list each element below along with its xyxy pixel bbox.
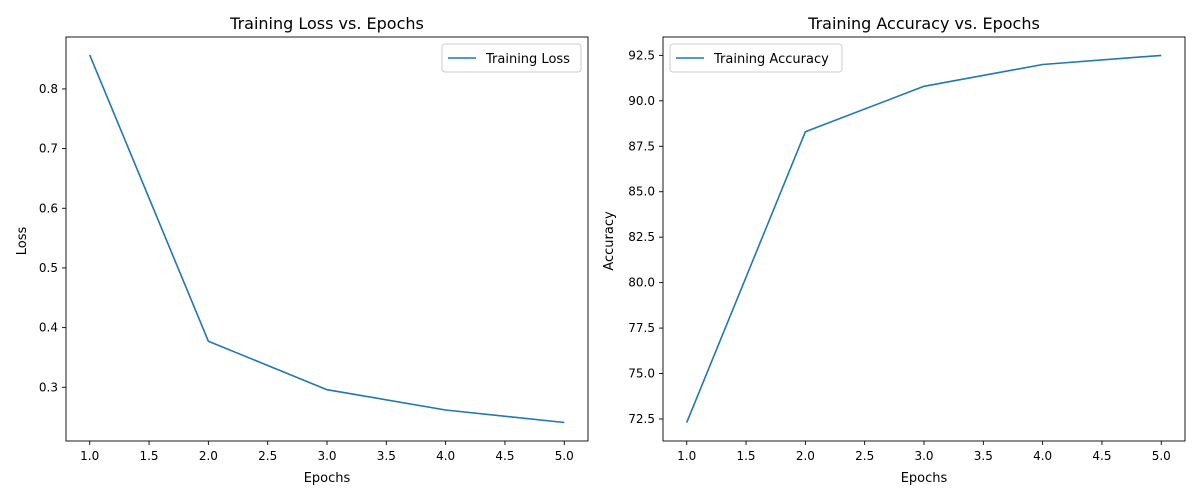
accuracy-x-tick-label: 1.0 — [677, 449, 696, 463]
loss-y-tick-label: 0.4 — [39, 321, 58, 335]
accuracy-y-tick-label: 77.5 — [628, 321, 655, 335]
loss-chart: Training Loss vs. Epochs Epochs Loss 1.0… — [15, 14, 589, 486]
loss-y-tick-label: 0.8 — [39, 82, 58, 96]
loss-legend-label: Training Loss — [485, 52, 570, 67]
accuracy-chart-ylabel: Accuracy — [602, 211, 617, 271]
accuracy-y-tick-label: 75.0 — [628, 367, 655, 381]
loss-y-tick-label: 0.5 — [39, 261, 58, 275]
accuracy-y-tick-label: 82.5 — [628, 230, 655, 244]
accuracy-y-tick-label: 90.0 — [628, 94, 655, 108]
accuracy-x-tick-label: 4.5 — [1092, 449, 1111, 463]
accuracy-legend: Training Accuracy — [669, 43, 843, 73]
loss-plot-frame — [65, 36, 589, 442]
accuracy-chart-title: Training Accuracy vs. Epochs — [807, 14, 1040, 33]
accuracy-y-tick-label: 92.5 — [628, 48, 655, 62]
accuracy-y-tick-label: 72.5 — [628, 412, 655, 426]
loss-x-tick-label: 4.5 — [495, 449, 514, 463]
accuracy-y-tick-label: 80.0 — [628, 276, 655, 290]
accuracy-x-tick-label: 1.5 — [736, 449, 755, 463]
loss-y-tick-label: 0.3 — [39, 380, 58, 394]
loss-x-tick-label: 4.0 — [436, 449, 455, 463]
accuracy-legend-label: Training Accuracy — [713, 52, 829, 67]
accuracy-x-tick-label: 5.0 — [1152, 449, 1171, 463]
accuracy-x-tick-label: 2.5 — [855, 449, 874, 463]
accuracy-chart-xlabel: Epochs — [901, 471, 948, 486]
loss-x-tick-label: 2.0 — [199, 449, 218, 463]
loss-chart-xlabel: Epochs — [304, 471, 351, 486]
accuracy-chart: Training Accuracy vs. Epochs Epochs Accu… — [602, 14, 1186, 486]
loss-x-tick-label: 5.0 — [555, 449, 574, 463]
loss-series-line — [88, 54, 565, 424]
loss-legend-box — [441, 43, 582, 73]
accuracy-y-tick-label: 85.0 — [628, 185, 655, 199]
loss-y-tick-label: 0.7 — [39, 142, 58, 156]
loss-chart-ylabel: Loss — [15, 227, 30, 256]
loss-x-tick-label: 2.5 — [258, 449, 277, 463]
accuracy-plot-frame — [662, 36, 1186, 442]
loss-x-tick-label: 3.0 — [317, 449, 336, 463]
accuracy-x-tick-label: 4.0 — [1033, 449, 1052, 463]
loss-y-tick-label: 0.6 — [39, 201, 58, 215]
loss-chart-title: Training Loss vs. Epochs — [229, 14, 424, 33]
accuracy-x-tick-label: 2.0 — [796, 449, 815, 463]
accuracy-series-line — [685, 54, 1162, 423]
loss-x-tick-label: 3.5 — [377, 449, 396, 463]
loss-x-tick-label: 1.5 — [139, 449, 158, 463]
accuracy-x-tick-label: 3.5 — [974, 449, 993, 463]
accuracy-y-tick-label: 87.5 — [628, 139, 655, 153]
loss-legend: Training Loss — [441, 43, 582, 73]
accuracy-legend-box — [669, 43, 843, 73]
accuracy-x-tick-label: 3.0 — [914, 449, 933, 463]
loss-x-tick-label: 1.0 — [80, 449, 99, 463]
